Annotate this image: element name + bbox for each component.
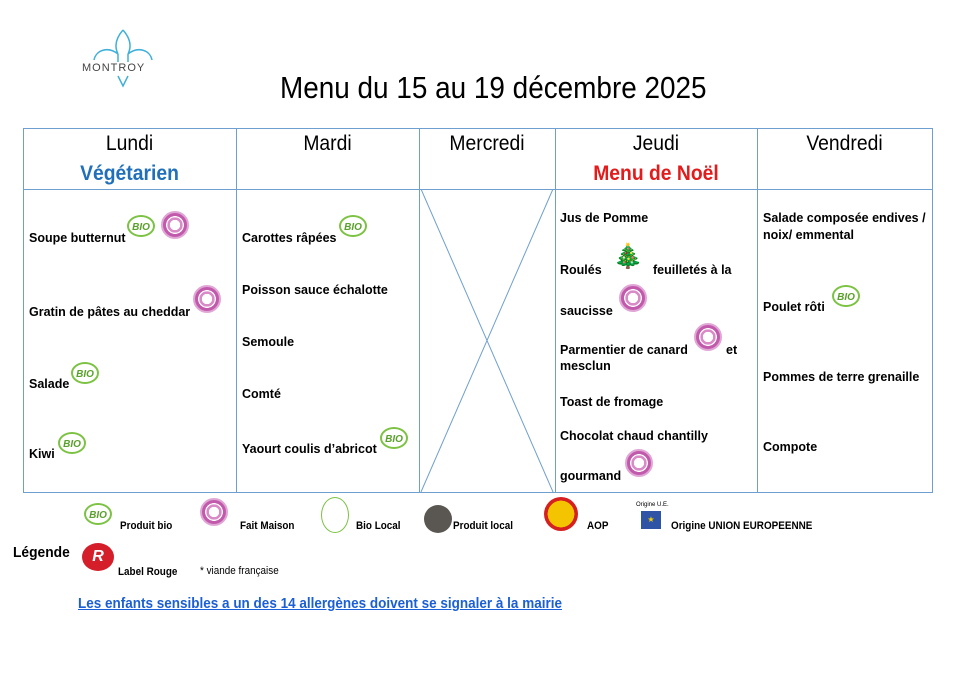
day-header-jeudi: Jeudi [632, 132, 680, 155]
menu-item: Yaourt coulis d’abricot [242, 442, 377, 456]
menu-item: Compote [763, 440, 818, 454]
legend-bio-icon: BIO [84, 503, 112, 525]
menu-item: Salade composée endives / [763, 211, 926, 225]
menu-item: Poisson sauce échalotte [242, 283, 388, 297]
fait-maison-icon [625, 449, 653, 477]
menu-item: Chocolat chaud chantilly [560, 429, 708, 443]
menu-item: noix/ emmental [763, 228, 854, 242]
menu-item: Toast de fromage [560, 395, 664, 409]
menu-item: Salade [29, 377, 70, 391]
menu-item: Soupe butternut [29, 231, 126, 245]
legend-label: Produit bio [120, 520, 173, 532]
aop-icon [544, 497, 578, 531]
bio-local-icon [321, 497, 349, 533]
legend-label: Origine UNION EUROPEENNE [671, 520, 813, 532]
vegetarian-label: Végétarien [80, 162, 179, 185]
menu-item: Pommes de terre grenaille [763, 370, 920, 384]
menu-item: Jus de Pomme [560, 211, 649, 225]
menu-item: feuilletés à la [653, 263, 732, 277]
menu-item: saucisse [560, 304, 613, 318]
day-header-mercredi: Mercredi [449, 132, 525, 155]
bio-icon: BIO [127, 215, 155, 237]
menu-item: Kiwi [29, 447, 55, 461]
menu-item: Gratin de pâtes au cheddar [29, 305, 191, 319]
christmas-tree-icon: 🎄 [613, 243, 643, 270]
legend-label: * viande française [200, 565, 279, 577]
bio-icon: BIO [380, 427, 408, 449]
montroy-logo-icon [93, 29, 153, 88]
bio-icon: BIO [339, 215, 367, 237]
bio-icon: BIO [71, 362, 99, 384]
fait-maison-icon [619, 284, 647, 312]
legend-label: AOP [587, 520, 609, 532]
no-service-cross [420, 189, 554, 492]
legend-label: Fait Maison [240, 520, 295, 532]
menu-item: Carottes râpées [242, 231, 337, 245]
legend-title: Légende [13, 544, 70, 561]
fait-maison-icon [193, 285, 221, 313]
eu-flag-icon: ★ [641, 511, 661, 529]
day-header-vendredi: Vendredi [806, 132, 883, 155]
legend-fait-maison-icon [200, 498, 228, 526]
bio-icon: BIO [58, 432, 86, 454]
eu-caption: Origine U.E. [636, 502, 669, 508]
menu-item: Parmentier de canard [560, 343, 688, 357]
noel-label: Menu de Noël [593, 162, 719, 185]
bio-icon: BIO [832, 285, 860, 307]
menu-item: Comté [242, 387, 281, 401]
menu-item: mesclun [560, 359, 611, 373]
menu-item: Roulés [560, 263, 602, 277]
menu-item: gourmand [560, 469, 622, 483]
fait-maison-icon [161, 211, 189, 239]
day-header-lundi: Lundi [105, 132, 154, 155]
fait-maison-icon [694, 323, 722, 351]
allergen-notice-link[interactable]: Les enfants sensibles a un des 14 allerg… [78, 595, 562, 612]
produit-local-icon [424, 505, 452, 533]
menu-item: Poulet rôti [763, 300, 825, 314]
menu-item: Semoule [242, 335, 295, 349]
day-header-mardi: Mardi [303, 132, 352, 155]
label-rouge-icon: R [82, 543, 114, 571]
legend-label: Bio Local [356, 520, 401, 532]
page-title: Menu du 15 au 19 décembre 2025 [280, 70, 707, 105]
menu-item: et [726, 343, 738, 357]
legend-label: Label Rouge [118, 566, 178, 578]
logo-text: MONTROY [82, 62, 146, 74]
legend-label: Produit local [453, 520, 513, 532]
